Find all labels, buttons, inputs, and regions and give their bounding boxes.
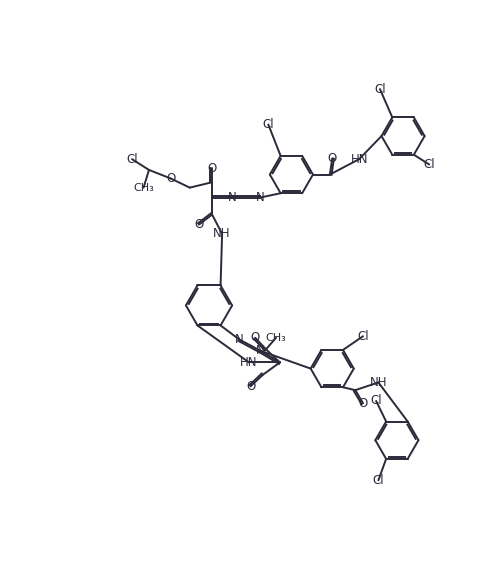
Text: NH: NH (213, 228, 231, 240)
Text: O: O (166, 172, 175, 185)
Text: CH₃: CH₃ (266, 333, 286, 343)
Text: Cl: Cl (126, 152, 138, 166)
Text: N: N (256, 191, 264, 204)
Text: HN: HN (240, 356, 258, 369)
Text: O: O (246, 380, 255, 393)
Text: O: O (328, 152, 337, 165)
Text: CH₃: CH₃ (133, 183, 154, 193)
Text: O: O (358, 397, 367, 410)
Text: N: N (228, 191, 236, 204)
Text: Cl: Cl (374, 83, 386, 96)
Text: N: N (235, 333, 243, 346)
Text: N: N (256, 344, 265, 357)
Text: Cl: Cl (263, 118, 274, 131)
Text: HN: HN (350, 152, 368, 166)
Text: O: O (250, 331, 260, 344)
Text: Cl: Cl (370, 394, 382, 407)
Text: NH: NH (369, 376, 387, 389)
Text: Cl: Cl (423, 158, 435, 171)
Text: O: O (208, 162, 217, 175)
Text: O: O (195, 218, 204, 231)
Text: Cl: Cl (357, 330, 369, 343)
Text: Cl: Cl (372, 474, 384, 486)
